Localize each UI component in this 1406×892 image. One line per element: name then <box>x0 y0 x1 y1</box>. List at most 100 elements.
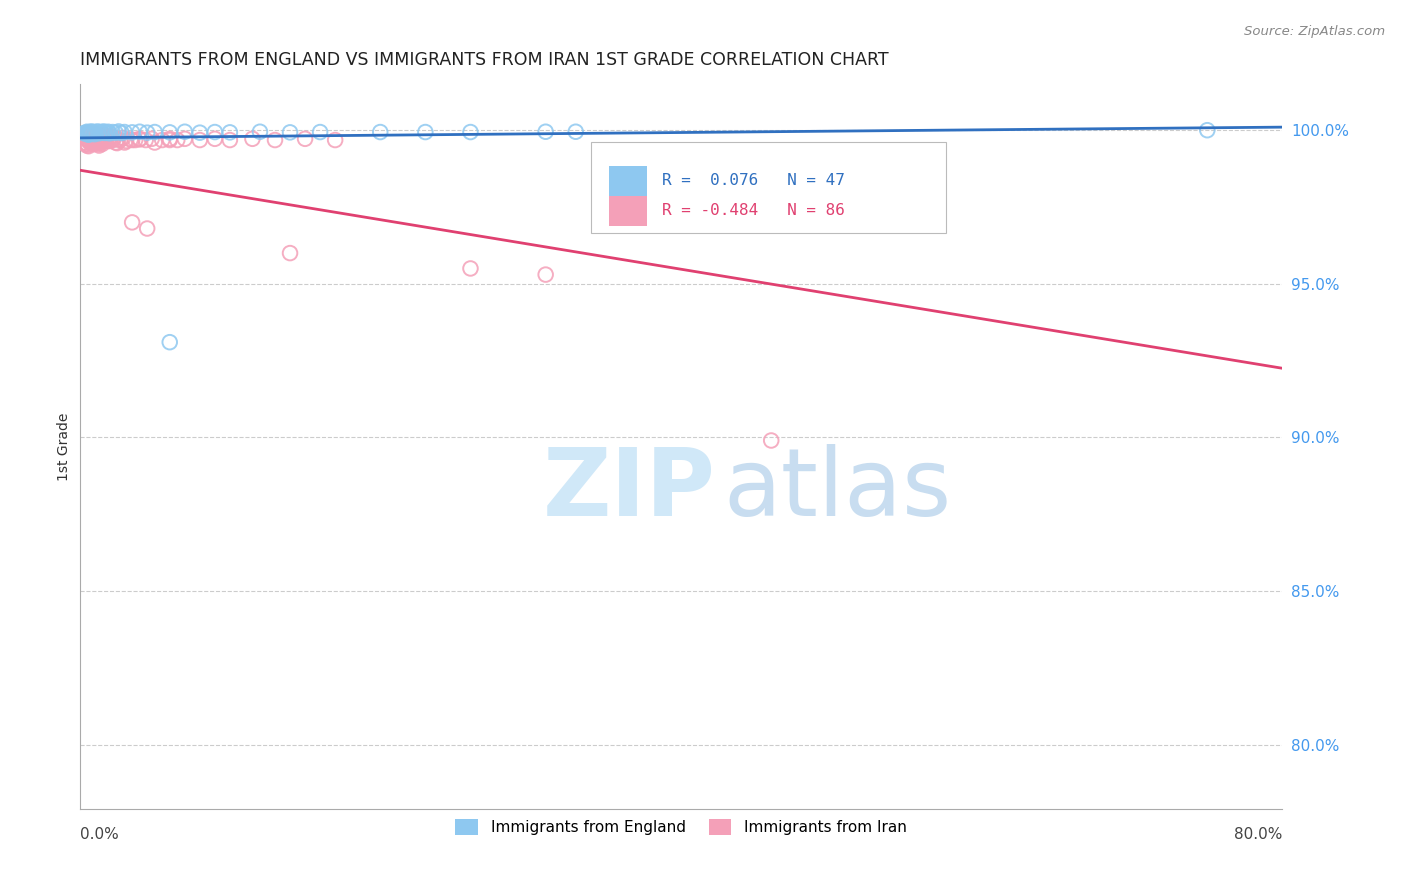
Point <box>136 126 159 140</box>
Point <box>159 125 181 139</box>
Point <box>96 130 118 145</box>
Point <box>110 126 132 140</box>
Point <box>87 138 110 153</box>
Text: atlas: atlas <box>723 444 952 536</box>
Point <box>76 125 98 139</box>
Point <box>323 133 346 147</box>
Point <box>264 133 287 147</box>
Point <box>76 126 98 140</box>
Point <box>204 125 226 139</box>
Point <box>94 126 117 140</box>
Point <box>107 124 129 138</box>
Point <box>219 125 242 139</box>
Point <box>121 125 143 139</box>
Point <box>84 136 107 150</box>
Point <box>73 126 96 140</box>
Point <box>135 133 157 147</box>
Point <box>83 125 105 139</box>
Bar <box>609 195 647 226</box>
Point <box>84 132 107 146</box>
Text: ZIP: ZIP <box>543 444 716 536</box>
Point <box>98 126 121 140</box>
Point <box>136 221 159 235</box>
Point <box>75 126 97 140</box>
Point <box>124 133 146 147</box>
Point <box>128 132 150 146</box>
Text: Source: ZipAtlas.com: Source: ZipAtlas.com <box>1244 25 1385 38</box>
Text: R = -0.484   N = 86: R = -0.484 N = 86 <box>662 203 845 219</box>
Point <box>86 136 108 151</box>
Point <box>278 246 301 260</box>
Point <box>159 133 181 147</box>
Point <box>73 129 96 144</box>
Point <box>76 127 98 141</box>
Point <box>173 125 195 139</box>
Point <box>96 125 118 139</box>
Point <box>75 128 97 142</box>
Point <box>90 136 112 150</box>
Point <box>115 134 138 148</box>
Point <box>104 136 127 150</box>
Point <box>75 131 97 145</box>
Point <box>94 131 117 145</box>
Point <box>79 127 101 141</box>
Point <box>761 434 783 448</box>
Point <box>86 124 108 138</box>
Point <box>90 125 112 139</box>
Point <box>79 136 101 150</box>
Point <box>90 128 112 143</box>
Point <box>77 126 100 140</box>
Point <box>294 132 316 146</box>
Point <box>460 125 482 139</box>
Point <box>93 134 115 148</box>
Point <box>368 125 391 139</box>
Point <box>94 128 117 143</box>
Point <box>141 132 163 146</box>
Point <box>114 125 136 139</box>
Point <box>80 128 103 142</box>
Point <box>98 132 121 146</box>
Point <box>101 125 124 139</box>
Point <box>159 132 181 146</box>
Point <box>80 132 103 146</box>
Point <box>77 134 100 148</box>
Point <box>84 126 107 140</box>
Point <box>114 136 136 150</box>
Point <box>101 133 124 147</box>
Point <box>87 126 110 140</box>
Point <box>80 132 103 146</box>
Text: R =  0.076   N = 47: R = 0.076 N = 47 <box>662 173 845 188</box>
Text: IMMIGRANTS FROM ENGLAND VS IMMIGRANTS FROM IRAN 1ST GRADE CORRELATION CHART: IMMIGRANTS FROM ENGLAND VS IMMIGRANTS FR… <box>80 51 889 69</box>
Point <box>97 125 120 139</box>
Point <box>79 126 101 140</box>
Point <box>564 125 586 139</box>
Point <box>219 133 242 147</box>
Point <box>534 268 557 282</box>
Point <box>166 133 188 147</box>
Point <box>77 128 100 142</box>
Point <box>105 132 128 146</box>
Point <box>105 136 128 150</box>
Point <box>75 136 97 151</box>
Point <box>188 133 211 147</box>
Point <box>80 124 103 138</box>
Point <box>143 125 166 139</box>
Point <box>460 261 482 276</box>
Point <box>173 132 195 146</box>
Point <box>73 136 96 150</box>
Point <box>82 125 104 139</box>
Point <box>249 125 271 139</box>
Point <box>204 132 226 146</box>
Point <box>96 132 118 146</box>
Point <box>83 134 105 148</box>
Point <box>188 126 211 140</box>
Point <box>93 124 115 138</box>
Point <box>278 125 301 139</box>
Point <box>534 125 557 139</box>
Point <box>91 132 114 146</box>
Point <box>104 126 127 140</box>
Point <box>97 134 120 148</box>
Point <box>79 131 101 145</box>
Point <box>76 138 98 153</box>
Point <box>100 129 122 144</box>
